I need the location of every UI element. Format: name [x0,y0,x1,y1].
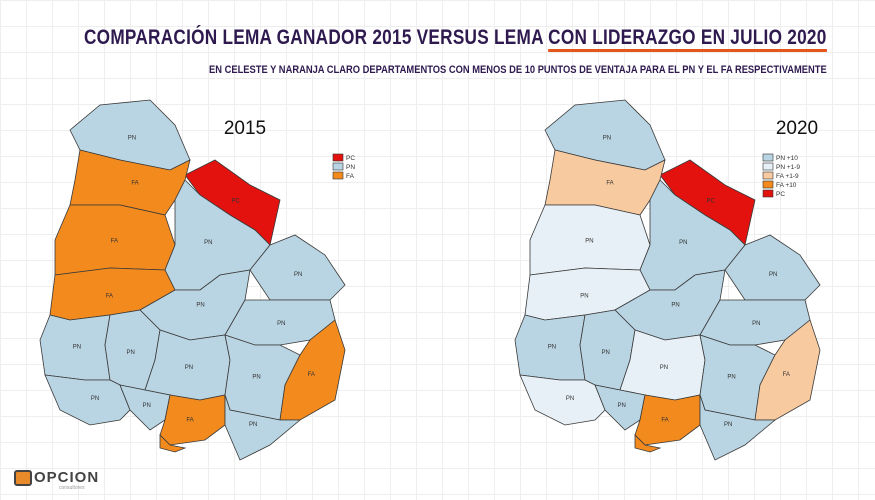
department-label-soriano: PN [73,344,81,350]
department-label-artigas: PN [603,136,611,142]
logo: OPCION consultores [14,469,100,491]
department-label-canelones: FA [661,417,668,423]
department-label-cerrolargo: PN [294,272,302,278]
legend-swatch [332,153,344,162]
department-canelones[interactable] [634,394,701,446]
legend-label: PN +10 [776,155,798,162]
subtitle: EN CELESTE Y NARANJA CLARO DEPARTAMENTOS… [209,64,827,76]
map-year: 2015 [224,118,266,139]
department-label-sanjose: PN [142,403,150,409]
legend-label: PN +1-9 [776,164,800,171]
department-rocha[interactable] [754,319,821,421]
logo-name: OPCION [34,469,100,486]
department-label-paysandu: PN [585,238,593,244]
department-label-florida: PN [185,365,193,371]
legend-swatch [762,180,774,189]
department-label-maldonado: PN [249,422,257,428]
department-label-tacuarembo: PN [204,240,212,246]
legend-label: PN [346,164,355,171]
department-label-colonia: PN [566,396,574,402]
department-label-rocha: FA [308,372,315,378]
map-2015: PN PC FA FA PN FA PN PN PN PN PN PN PN FA PN PN FA PN 2015… [39,99,355,461]
department-maldonado[interactable] [224,394,302,461]
logo-mark [14,469,32,486]
legend-label: PC [776,191,785,198]
department-label-salto: FA [606,181,613,187]
title-part1: COMPARACIÓN LEMA GANADOR 2015 VERSUS LEM… [84,26,549,49]
legend-swatch [332,171,344,180]
legend-label: FA +10 [776,182,797,189]
department-rocha[interactable] [279,319,346,421]
department-label-artigas: PN [128,136,136,142]
legend-swatch [762,171,774,180]
department-canelones[interactable] [159,394,226,446]
department-label-florida: PN [660,365,668,371]
legend-swatch [332,162,344,171]
legend-label: FA +1-9 [776,173,799,180]
department-maldonado[interactable] [699,394,777,461]
department-label-cerrolargo: PN [769,272,777,278]
department-label-soriano: PN [548,344,556,350]
legend-label: FA [346,173,355,180]
department-montevideo[interactable] [634,434,662,453]
legend-swatch [762,153,774,162]
department-label-rionegro: FA [106,293,113,299]
department-label-flores: PN [126,350,134,356]
department-label-rivera: PC [706,199,715,205]
department-montevideo[interactable] [159,434,187,453]
department-label-colonia: PN [91,396,99,402]
legend-swatch [762,189,774,198]
department-label-sanjose: PN [617,403,625,409]
department-label-durazno: PN [196,302,204,308]
legend-label: PC [346,155,355,162]
department-label-rivera: PC [231,199,240,205]
page-title: COMPARACIÓN LEMA GANADOR 2015 VERSUS LEM… [84,26,827,52]
department-label-treintaytres: PN [752,321,760,327]
legend-swatch [762,162,774,171]
department-label-canelones: FA [186,417,193,423]
title-highlight: CON LIDERAZGO EN JULIO 2020 [548,26,827,52]
department-label-durazno: PN [671,302,679,308]
department-label-flores: PN [601,350,609,356]
department-label-salto: FA [131,181,138,187]
department-label-lavalleja: PN [252,375,260,381]
department-label-maldonado: PN [724,422,732,428]
department-label-rocha: FA [783,372,790,378]
map-2020: PN PC FA PN PN PN PN PN PN PN PN PN PN FA PN PN FA PN 2020… [514,99,821,461]
department-label-treintaytres: PN [277,321,285,327]
department-label-tacuarembo: PN [679,240,687,246]
department-label-rionegro: PN [580,293,588,299]
logo-tagline: consultores [59,485,85,491]
department-label-lavalleja: PN [727,375,735,381]
department-label-paysandu: FA [111,238,118,244]
map-year: 2020 [776,118,818,139]
